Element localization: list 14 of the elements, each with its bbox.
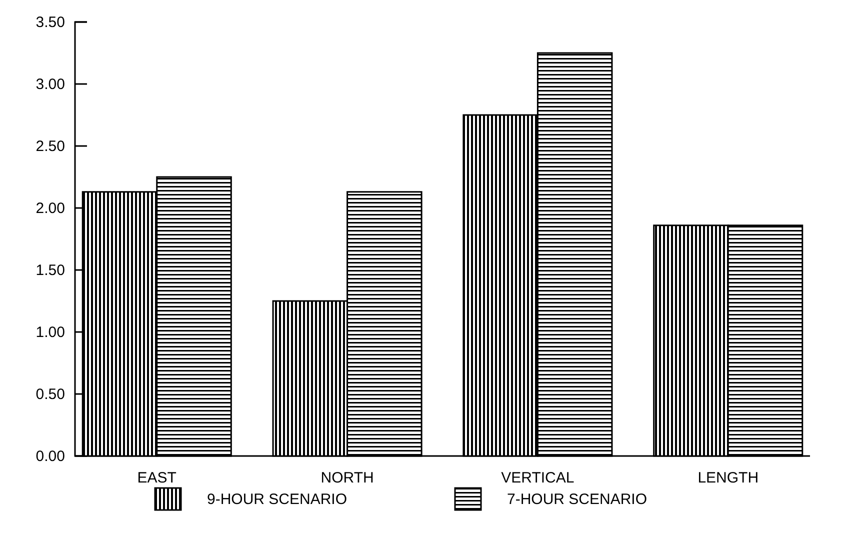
x-tick-label: EAST	[137, 470, 176, 487]
legend-label: 9-HOUR SCENARIO	[207, 491, 348, 508]
x-tick-label: VERTICAL	[501, 470, 574, 487]
legend-label: 7-HOUR SCENARIO	[507, 491, 648, 508]
y-tick-label: 2.00	[36, 200, 65, 217]
y-tick-label: 3.50	[36, 14, 65, 31]
x-tick-label: NORTH	[320, 470, 374, 487]
y-tick-label: 0.50	[36, 386, 65, 403]
y-tick-label: 2.50	[36, 138, 65, 155]
y-tick-label: 3.00	[36, 76, 65, 93]
y-tick-label: 1.00	[36, 324, 65, 341]
y-tick-label: 0.00	[36, 448, 65, 465]
y-tick-label: 1.50	[36, 262, 65, 279]
x-tick-label: LENGTH	[698, 470, 759, 487]
